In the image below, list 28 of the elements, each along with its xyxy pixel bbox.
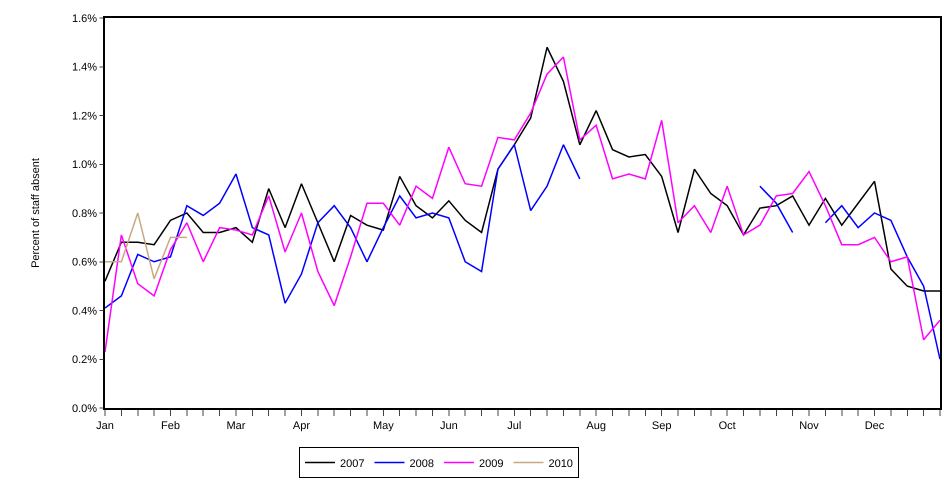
line-series: [105, 56, 940, 353]
x-tick-label: Dec: [864, 420, 885, 432]
x-tick-label: Nov: [799, 420, 820, 432]
x-tick-label: Sep: [652, 420, 672, 432]
y-tick-label: 0.6%: [72, 256, 98, 269]
x-tick-label: Mar: [226, 420, 246, 432]
x-tick-label: Apr: [292, 420, 310, 432]
y-axis-title: Percent of staff absent: [30, 158, 42, 268]
y-tick-label: 0.0%: [72, 402, 98, 415]
y-tick-label: 1.6%: [72, 12, 98, 25]
x-tick-label: Aug: [586, 420, 606, 432]
x-tick-label: Jun: [440, 420, 458, 432]
y-tick-label: 0.8%: [72, 208, 98, 220]
legend-label: 2009: [478, 458, 504, 470]
y-tick-label: 1.2%: [72, 110, 98, 122]
line-series: [105, 212, 188, 280]
x-tick-label: May: [372, 420, 394, 432]
legend-label: 2010: [548, 458, 573, 470]
legend-label: 2007: [340, 458, 364, 470]
y-tick-label: 0.4%: [72, 305, 98, 318]
x-tick-label: Oct: [718, 420, 736, 432]
x-tick-label: Feb: [161, 420, 180, 432]
legend-label: 2008: [409, 458, 434, 470]
x-tick-label: Jan: [96, 420, 114, 432]
y-tick-label: 1.4%: [72, 62, 98, 74]
x-tick-label: Jul: [507, 420, 522, 432]
y-tick-label: 0.2%: [72, 354, 98, 366]
y-tick-label: 1.0%: [72, 159, 98, 172]
